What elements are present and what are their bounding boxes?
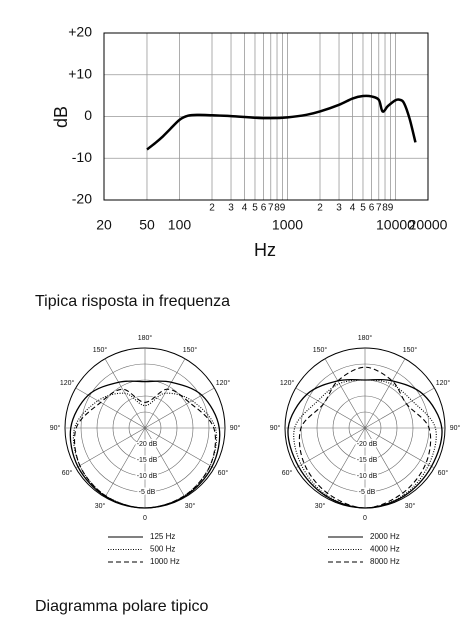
angle-label: 90° <box>230 424 241 432</box>
angle-label: 120° <box>60 379 75 387</box>
x-minor-tick-label: 6 <box>369 203 375 214</box>
angle-label: 150° <box>93 346 108 354</box>
angle-label: 60° <box>438 469 449 477</box>
x-minor-tick-label: 2 <box>317 203 323 214</box>
spoke <box>324 427 366 498</box>
x-tick-label: 20000 <box>409 217 448 233</box>
legend-label: 8000 Hz <box>370 557 400 566</box>
polar-curve <box>73 388 217 509</box>
angle-label: 30° <box>315 502 326 510</box>
angle-label: 90° <box>270 424 281 432</box>
x-tick-label: 20 <box>96 217 112 233</box>
x-minor-tick-label: 2 <box>209 203 215 214</box>
x-minor-tick-label: 9 <box>388 203 394 214</box>
angle-label: 0 <box>143 515 147 522</box>
polar-curve <box>69 380 221 509</box>
x-minor-tick-label: 8 <box>382 203 388 214</box>
angle-label: 60° <box>282 469 293 477</box>
y-tick-label: +10 <box>68 65 92 81</box>
x-minor-tick-label: 7 <box>268 203 274 214</box>
legend-label: 1000 Hz <box>150 557 180 566</box>
angle-label: 30° <box>185 502 196 510</box>
y-tick-label: -10 <box>72 149 92 165</box>
x-minor-tick-label: 8 <box>274 203 280 214</box>
ring-label: -10 dB <box>137 473 158 480</box>
angle-label: 180° <box>358 334 373 342</box>
spoke <box>104 427 146 498</box>
spoke <box>75 427 146 469</box>
spoke <box>295 387 366 429</box>
x-minor-tick-label: 3 <box>336 203 342 214</box>
angle-label: 150° <box>183 346 198 354</box>
x-minor-tick-label: 5 <box>252 203 258 214</box>
spoke <box>364 427 406 498</box>
ring-label: -15 dB <box>137 457 158 464</box>
spoke <box>144 427 215 469</box>
angle-label: 90° <box>450 424 461 432</box>
polar-curve <box>293 379 437 509</box>
legend-label: 500 Hz <box>150 545 175 554</box>
angle-label: 150° <box>313 346 328 354</box>
y-tick-label: -20 <box>72 191 92 207</box>
y-tick-label: +20 <box>68 24 92 40</box>
angle-label: 120° <box>436 379 451 387</box>
plot-frame <box>103 32 429 201</box>
ring-label: -5 dB <box>139 489 156 496</box>
angle-label: 90° <box>50 424 61 432</box>
x-tick-label: 100 <box>168 217 192 233</box>
spoke <box>364 358 406 429</box>
x-tick-label: 1000 <box>272 217 303 233</box>
legend-label: 4000 Hz <box>370 545 400 554</box>
x-minor-tick-label: 7 <box>376 203 382 214</box>
ring-label: -5 dB <box>359 489 376 496</box>
spoke <box>295 427 366 469</box>
angle-label: 120° <box>216 379 231 387</box>
y-axis-label: dB <box>51 106 71 128</box>
caption: Diagramma polare tipico <box>35 598 209 615</box>
y-tick-label: 0 <box>84 107 92 123</box>
spoke <box>324 358 366 429</box>
x-tick-label: 50 <box>139 217 155 233</box>
x-minor-tick-label: 4 <box>242 203 248 214</box>
spoke <box>75 387 146 429</box>
x-minor-tick-label: 6 <box>261 203 267 214</box>
spoke <box>364 387 435 429</box>
ring-label: -20 dB <box>357 441 378 448</box>
angle-label: 150° <box>403 346 418 354</box>
ring-label: -20 dB <box>137 441 158 448</box>
spoke <box>364 427 435 469</box>
ring-label: -10 dB <box>357 473 378 480</box>
x-minor-tick-label: 3 <box>228 203 234 214</box>
caption: Tipica risposta in frequenza <box>35 293 230 310</box>
angle-label: 60° <box>62 469 73 477</box>
angle-label: 180° <box>138 334 153 342</box>
angle-label: 30° <box>405 502 416 510</box>
response-line <box>146 94 417 151</box>
x-axis-label: Hz <box>254 240 276 260</box>
legend-label: 2000 Hz <box>370 532 400 541</box>
x-minor-tick-label: 4 <box>350 203 356 214</box>
angle-label: 0 <box>363 515 367 522</box>
x-tick-label: 10000 <box>376 217 415 233</box>
ring-label: -15 dB <box>357 457 378 464</box>
spoke <box>144 427 186 498</box>
angle-label: 120° <box>280 379 295 387</box>
angle-label: 60° <box>218 469 229 477</box>
x-minor-tick-label: 9 <box>280 203 286 214</box>
x-minor-tick-label: 5 <box>360 203 366 214</box>
spoke <box>144 387 215 429</box>
angle-label: 30° <box>95 502 106 510</box>
legend-label: 125 Hz <box>150 532 175 541</box>
polar-curve <box>287 378 443 509</box>
